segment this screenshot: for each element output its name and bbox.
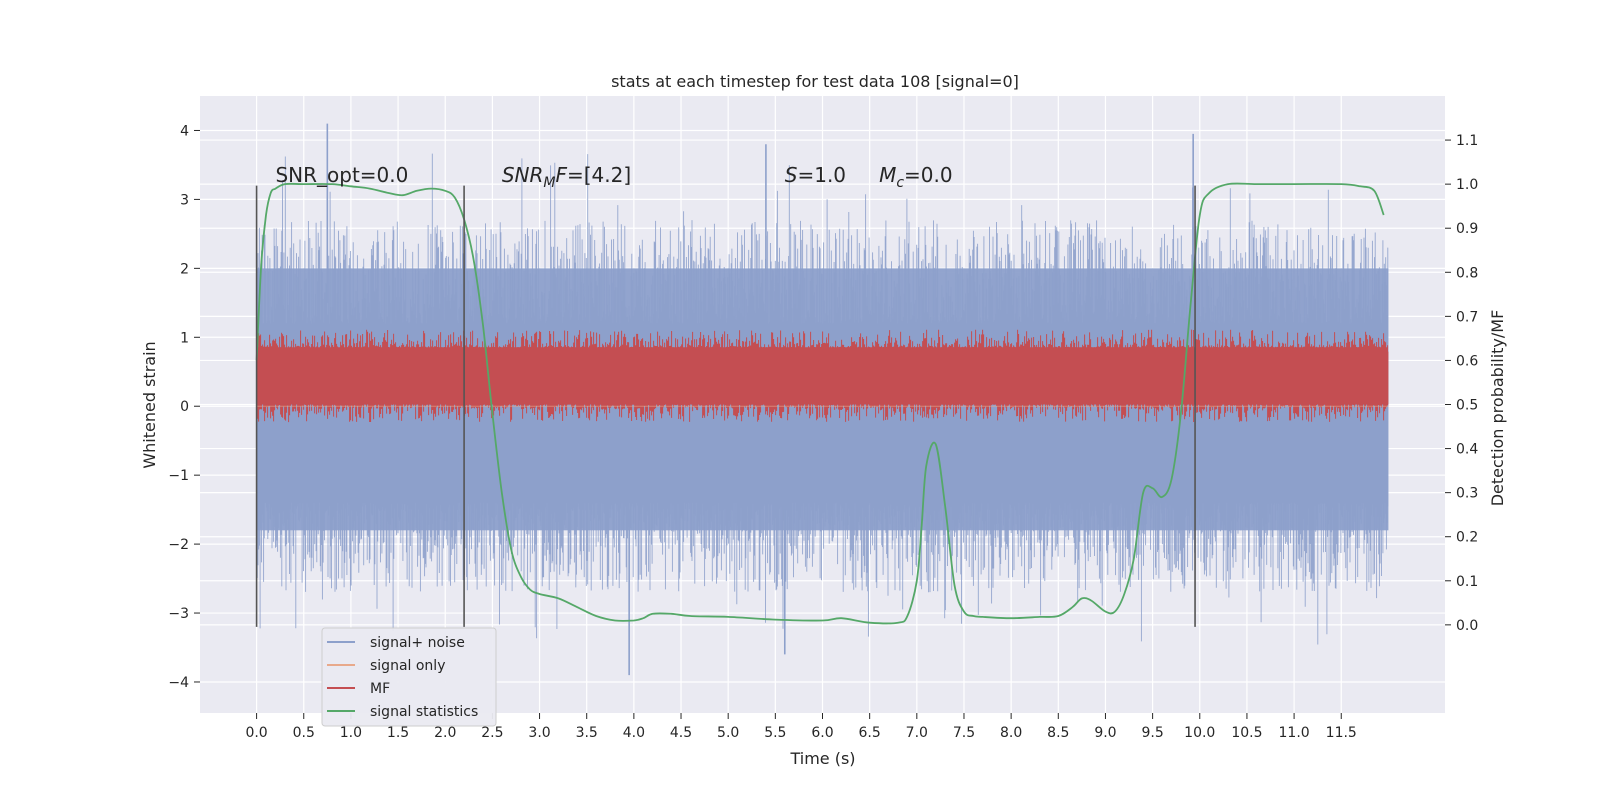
x-tick-label-6: 3.0 [528,725,550,741]
chart-title: stats at each timestep for test data 108… [611,72,1019,91]
x-tick-label-19: 9.5 [1141,725,1163,741]
annotation-1-part-1: M [543,175,555,191]
x-tick-label-0: 0.0 [245,725,267,741]
legend-label-0: signal+ noise [370,635,465,651]
annotation-3: Mc=0.0 [879,163,953,191]
legend-label-1: signal only [370,658,445,674]
y2-tick-label-5: 0.5 [1456,398,1478,414]
x-tick-label-5: 2.5 [481,725,503,741]
annotations: SNR_opt=0.0 SNRMF=[4.2] S=1.0 Mc=0.0 [275,163,952,191]
y2-tick-label-7: 0.7 [1456,309,1478,325]
series-signal-statistics [255,182,1385,625]
x-tick-label-1: 0.5 [293,725,315,741]
annotation-1: SNRMF=[4.2] [502,163,631,191]
annotation-2: S=1.0 [785,163,846,187]
x-axis-label: Time (s) [789,749,855,768]
legend-box [321,627,497,727]
annotation-1-part-3: =[4.2] [567,163,631,187]
x-tick-label-23: 11.5 [1326,725,1357,741]
x-tick-label-4: 2.0 [434,725,456,741]
series-mf [256,329,1389,423]
y-tick-label-8: 4 [180,123,189,139]
y2-tick-label-0: 0.0 [1456,618,1478,634]
legend: signal+ noise signal only MF signal statist… [321,627,497,727]
legend-label-3: signal statistics [370,704,478,720]
annotation-2-part-0: S [785,163,798,187]
x-tick-label-20: 10.0 [1184,725,1215,741]
y2-tick-label-8: 0.8 [1456,265,1478,281]
y-tick-label-4: 0 [180,399,189,415]
x-tick-label-18: 9.0 [1094,725,1116,741]
x-tick-label-12: 6.0 [811,725,833,741]
y2-tick-label-6: 0.6 [1456,353,1478,369]
legend-label-2: MF [370,681,390,697]
y-tick-label-2: −2 [168,537,189,553]
x-axis-ticks: 0.0 0.5 1.0 1.5 2.0 2.5 3.0 3.5 4.0 4.5 5.0 5.5 6.0 6… [245,713,1357,741]
x-tick-label-17: 8.5 [1047,725,1069,741]
y2-tick-label-1: 0.1 [1456,574,1478,590]
x-tick-label-2: 1.0 [340,725,362,741]
annotation-0: SNR_opt=0.0 [275,163,408,187]
x-tick-label-14: 7.0 [906,725,928,741]
x-tick-label-10: 5.0 [717,725,739,741]
x-tick-label-7: 3.5 [576,725,598,741]
annotation-1-part-0: SNR [502,163,544,187]
y2-tick-label-4: 0.4 [1456,442,1478,458]
annotation-3-part-2: =0.0 [904,163,953,187]
x-tick-label-9: 4.5 [670,725,692,741]
y-tick-label-6: 2 [180,261,189,277]
annotation-2-part-1: =1.0 [797,163,846,187]
x-tick-label-15: 7.5 [953,725,975,741]
y-tick-label-3: −1 [168,468,189,484]
x-tick-label-8: 4.0 [623,725,645,741]
x-tick-label-11: 5.5 [764,725,786,741]
x-tick-label-22: 11.0 [1279,725,1310,741]
y-tick-label-7: 3 [180,192,189,208]
signal-statistics-line [255,182,1385,625]
y-axis-ticks: −4 −3 −2 −1 0 1 2 3 4 [168,123,200,691]
y2-tick-label-10: 1.0 [1456,177,1478,193]
annotation-1-part-2: F [555,163,567,187]
y2-tick-label-11: 1.1 [1456,133,1478,149]
y-tick-label-1: −3 [168,606,189,622]
y-tick-label-5: 1 [180,330,189,346]
annotation-3-part-0: M [879,163,896,187]
x-tick-label-21: 10.5 [1231,725,1262,741]
y2-tick-label-3: 0.3 [1456,486,1478,502]
y2-axis-ticks: 0.0 0.1 0.2 0.3 0.4 0.5 0.6 0.7 0.8 0.9 1.0 1.1 [1445,133,1478,634]
y2-axis-label: Detection probability/MF [1488,310,1507,507]
y-tick-label-0: −4 [168,675,189,691]
segment-markers [255,185,1196,627]
y2-tick-label-2: 0.2 [1456,530,1478,546]
x-tick-label-16: 8.0 [1000,725,1022,741]
y-axis-label: Whitened strain [140,341,159,468]
annotation-3-part-1: c [896,175,904,191]
y2-tick-label-9: 0.9 [1456,221,1478,237]
x-tick-label-13: 6.5 [859,725,881,741]
annotation-0-part-0: SNR_opt=0.0 [275,163,408,187]
x-tick-label-3: 1.5 [387,725,409,741]
